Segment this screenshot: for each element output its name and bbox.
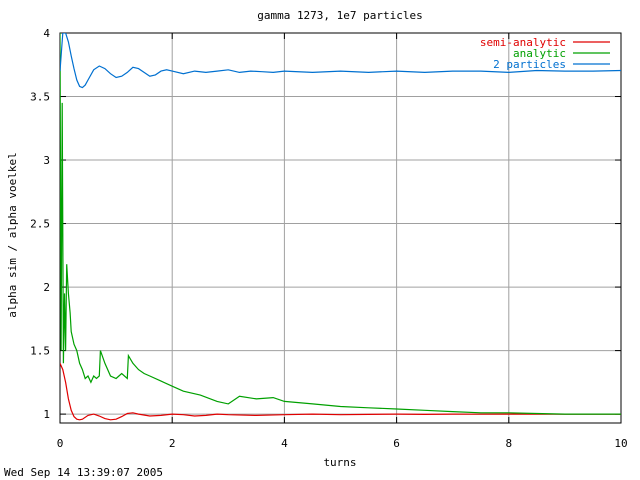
y-tick-label: 3 [43,154,50,167]
y-tick-label: 1 [43,408,50,421]
y-tick-label: 2 [43,281,50,294]
x-tick-label: 0 [57,437,64,450]
series-line-2-particles [60,33,621,89]
series-line-analytic [60,33,621,415]
y-axis-label: alpha sim / alpha voelkel [6,152,19,318]
grid [60,33,621,423]
y-tick-label: 4 [43,27,50,40]
x-tick-label: 10 [614,437,627,450]
legend-label: analytic [513,47,566,60]
x-tick-label: 2 [169,437,176,450]
legend-label: semi-analytic [480,36,566,49]
legend-label: 2 particles [493,58,566,71]
chart-title: gamma 1273, 1e7 particles [257,9,423,22]
x-tick-label: 8 [505,437,512,450]
series-line-semi-analytic [60,363,621,421]
x-tick-label: 4 [281,437,288,450]
plot-frame [59,32,622,424]
y-tick-label: 3.5 [30,91,50,104]
series-lines [60,33,621,421]
timestamp-footer: Wed Sep 14 13:39:07 2005 [4,466,163,479]
x-tick-label: 6 [393,437,400,450]
y-tick-label: 2.5 [30,218,50,231]
axis-ticks: 0 2 4 6 8 10 1 1.5 2 2.5 3 3.5 4 [30,27,628,450]
y-tick-label: 1.5 [30,345,50,358]
x-axis-label: turns [323,456,356,469]
